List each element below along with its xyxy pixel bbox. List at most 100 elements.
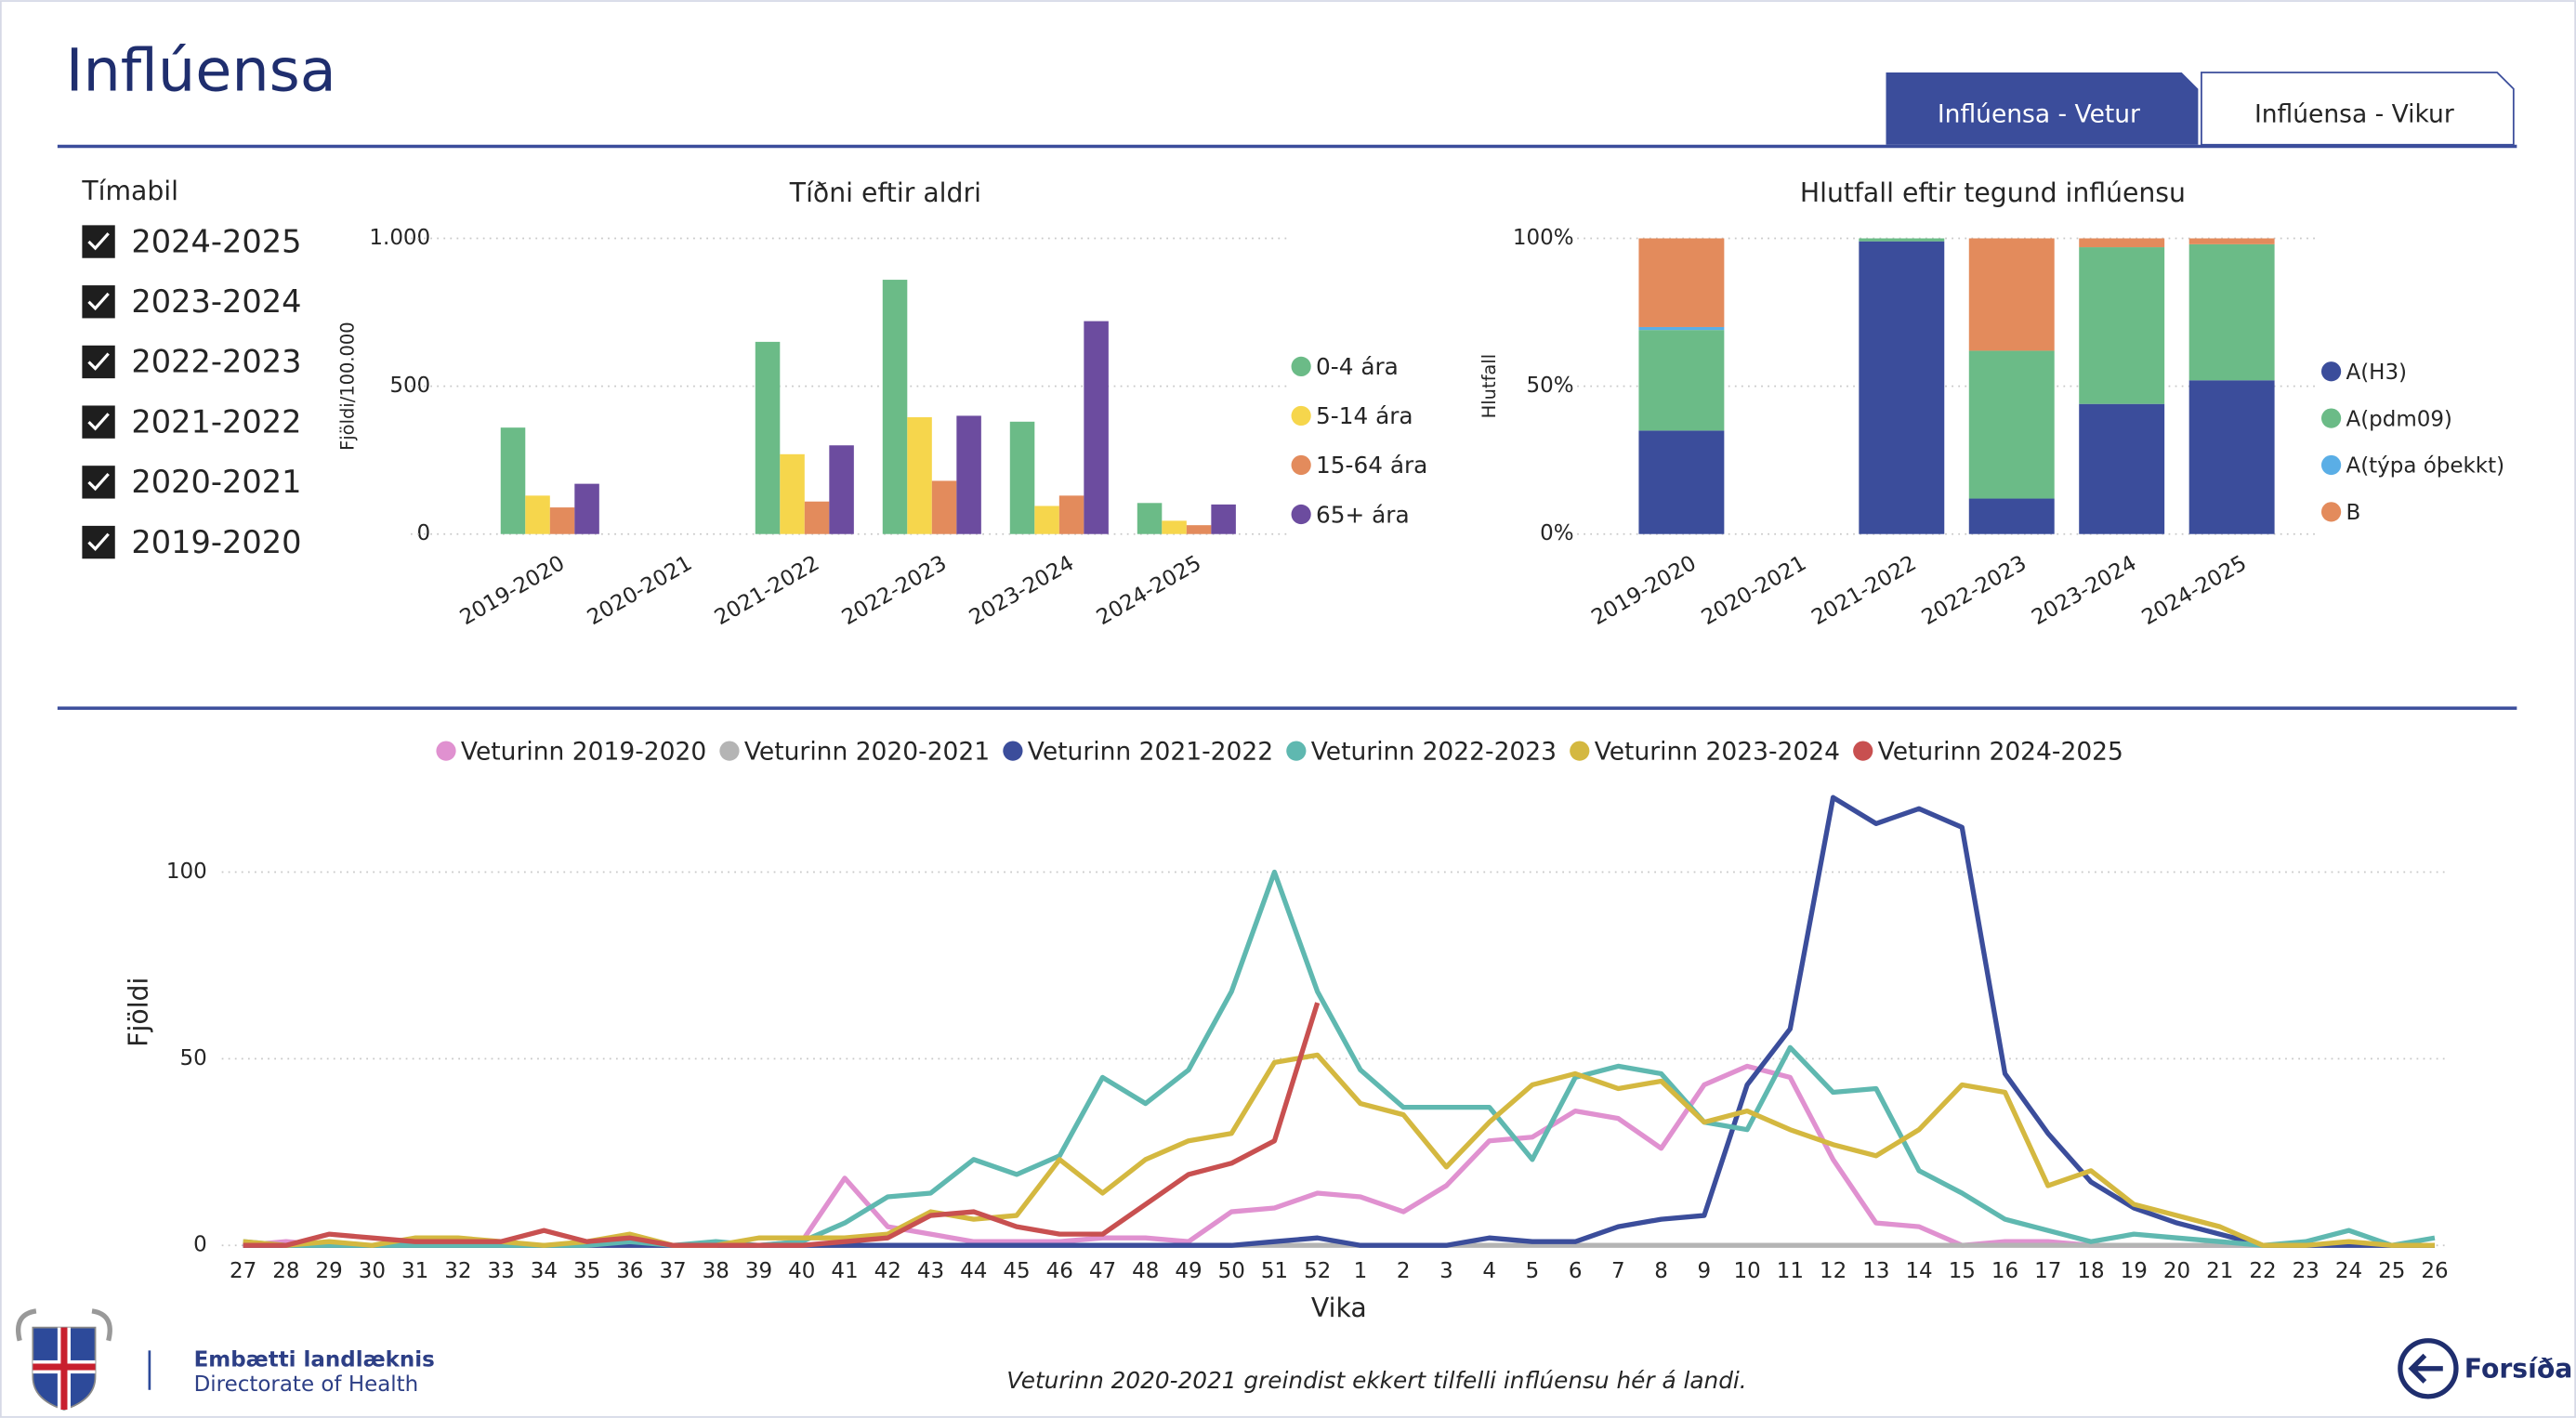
x-tick-label: 25 [2378,1259,2405,1283]
y-axis-label: Fjöldi/100.000 [336,322,358,451]
bar-segment [2188,243,2275,381]
x-tick-label: 37 [659,1259,686,1283]
bar [1211,504,1236,534]
tab-label[interactable]: Inflúensa - Vetur [1938,99,2140,128]
x-tick-label: 16 [1991,1259,2018,1283]
y-tick-label: 0 [193,1233,207,1257]
home-label[interactable]: Forsíða [2464,1354,2573,1385]
checkbox-label[interactable]: 2023-2024 [131,283,301,320]
x-tick-label: 7 [1611,1259,1625,1283]
tab[interactable]: Inflúensa - Vetur [1886,72,2199,145]
x-tick-label: 34 [531,1259,558,1283]
checkbox-item[interactable]: 2020-2021 [82,464,301,500]
bar [1034,505,1059,534]
checkbox-item[interactable]: 2019-2020 [82,524,301,560]
checkbox-label[interactable]: 2022-2023 [131,344,301,380]
legend-label: Veturinn 2020-2021 [744,737,990,766]
tab-background[interactable] [1886,72,2199,145]
bar-segment [2188,380,2275,534]
checkbox[interactable] [82,405,115,439]
checkmark[interactable] [87,292,110,311]
bar [882,280,908,534]
checkbox[interactable] [82,225,115,258]
checkmark[interactable] [87,413,110,431]
x-tick-label: 19 [2121,1259,2148,1283]
bar [804,501,830,534]
legend-label: 0-4 ára [1316,353,1399,380]
legend-swatch [2320,408,2342,428]
checkbox[interactable] [82,525,115,559]
bar-segment [2079,247,2165,404]
checkbox-item[interactable]: 2022-2023 [82,344,301,380]
legend-swatch [1003,741,1023,761]
checkbox[interactable] [82,285,115,319]
checkbox-label[interactable]: 2024-2025 [131,223,301,259]
bar [549,507,575,534]
x-tick-label: 4 [1482,1259,1496,1283]
x-tick-label: 9 [1698,1259,1712,1283]
x-tick-label: 31 [401,1259,428,1283]
x-tick-label: 11 [1777,1259,1804,1283]
home-icon[interactable] [2398,1338,2459,1399]
x-tick-label: 38 [703,1259,729,1283]
legend-swatch [1291,504,1311,525]
x-tick-label: 30 [359,1259,386,1283]
legend-label: Veturinn 2022-2023 [1311,737,1557,766]
x-tick-label: 52 [1304,1259,1331,1283]
bar [780,453,805,534]
checkmark[interactable] [87,532,110,551]
tab-label[interactable]: Inflúensa - Vikur [2254,99,2454,128]
legend-label: Veturinn 2024-2025 [1878,737,2123,766]
x-tick-label: 28 [272,1259,299,1283]
checkbox-label[interactable]: 2020-2021 [131,464,301,500]
legend-label: 5-14 ára [1316,402,1413,429]
line-series [243,869,2436,1248]
bar [525,495,550,534]
slicer: 2024-2025 2023-2024 2022-2023 2021-2022 2020… [82,223,301,560]
legend-swatch [1286,741,1307,761]
y-tick-label: 100 [166,860,207,884]
x-tick-label: 14 [1905,1259,1932,1283]
x-tick-label: 35 [573,1259,600,1283]
bar-segment [1638,238,1725,327]
checkmark[interactable] [87,352,110,371]
x-tick-label: 13 [1862,1259,1889,1283]
page-title: Inflúensa [66,36,336,105]
tab-background[interactable] [2201,72,2515,146]
bar [829,445,854,534]
legend-label: A(pdm09) [2346,407,2452,431]
x-tick-label: 41 [831,1259,858,1283]
bar [1084,321,1109,534]
checkbox[interactable] [82,345,115,379]
bar [574,483,599,534]
bar-segment [1638,430,1725,534]
x-tick-label: 2 [1397,1259,1411,1283]
x-tick-label: 33 [487,1259,514,1283]
checkbox-label[interactable]: 2021-2022 [131,403,301,440]
checkbox-label[interactable]: 2019-2020 [131,524,301,560]
x-tick-label: 43 [917,1259,944,1283]
legend-label: 65+ ára [1316,501,1410,528]
logo-supporters [16,1308,112,1342]
checkbox-item[interactable]: 2024-2025 [82,223,301,259]
checkmark[interactable] [87,232,110,251]
footnote: Veturinn 2020-2021 greindist ekkert tilf… [1006,1367,1746,1394]
home-button[interactable]: Forsíða [2398,1338,2573,1399]
x-tick-label: 24 [2335,1259,2362,1283]
x-tick-label: 39 [745,1259,772,1283]
legend-swatch [1291,454,1311,476]
legend-label: Veturinn 2021-2022 [1028,737,1273,766]
x-tick-label: 10 [1733,1259,1760,1283]
bar [755,341,781,534]
bar [956,415,981,534]
checkbox[interactable] [82,466,115,499]
home-arrow[interactable] [2408,1353,2443,1384]
x-tick-label: 5 [1526,1259,1540,1283]
tab[interactable]: Inflúensa - Vikur [2201,72,2515,146]
x-tick-label: 22 [2249,1259,2276,1283]
checkbox-item[interactable]: 2023-2024 [82,283,301,320]
checkbox-item[interactable]: 2021-2022 [82,403,301,440]
legend-swatch [2320,502,2342,522]
checkmark[interactable] [87,472,110,492]
x-tick-label: 44 [960,1259,987,1283]
